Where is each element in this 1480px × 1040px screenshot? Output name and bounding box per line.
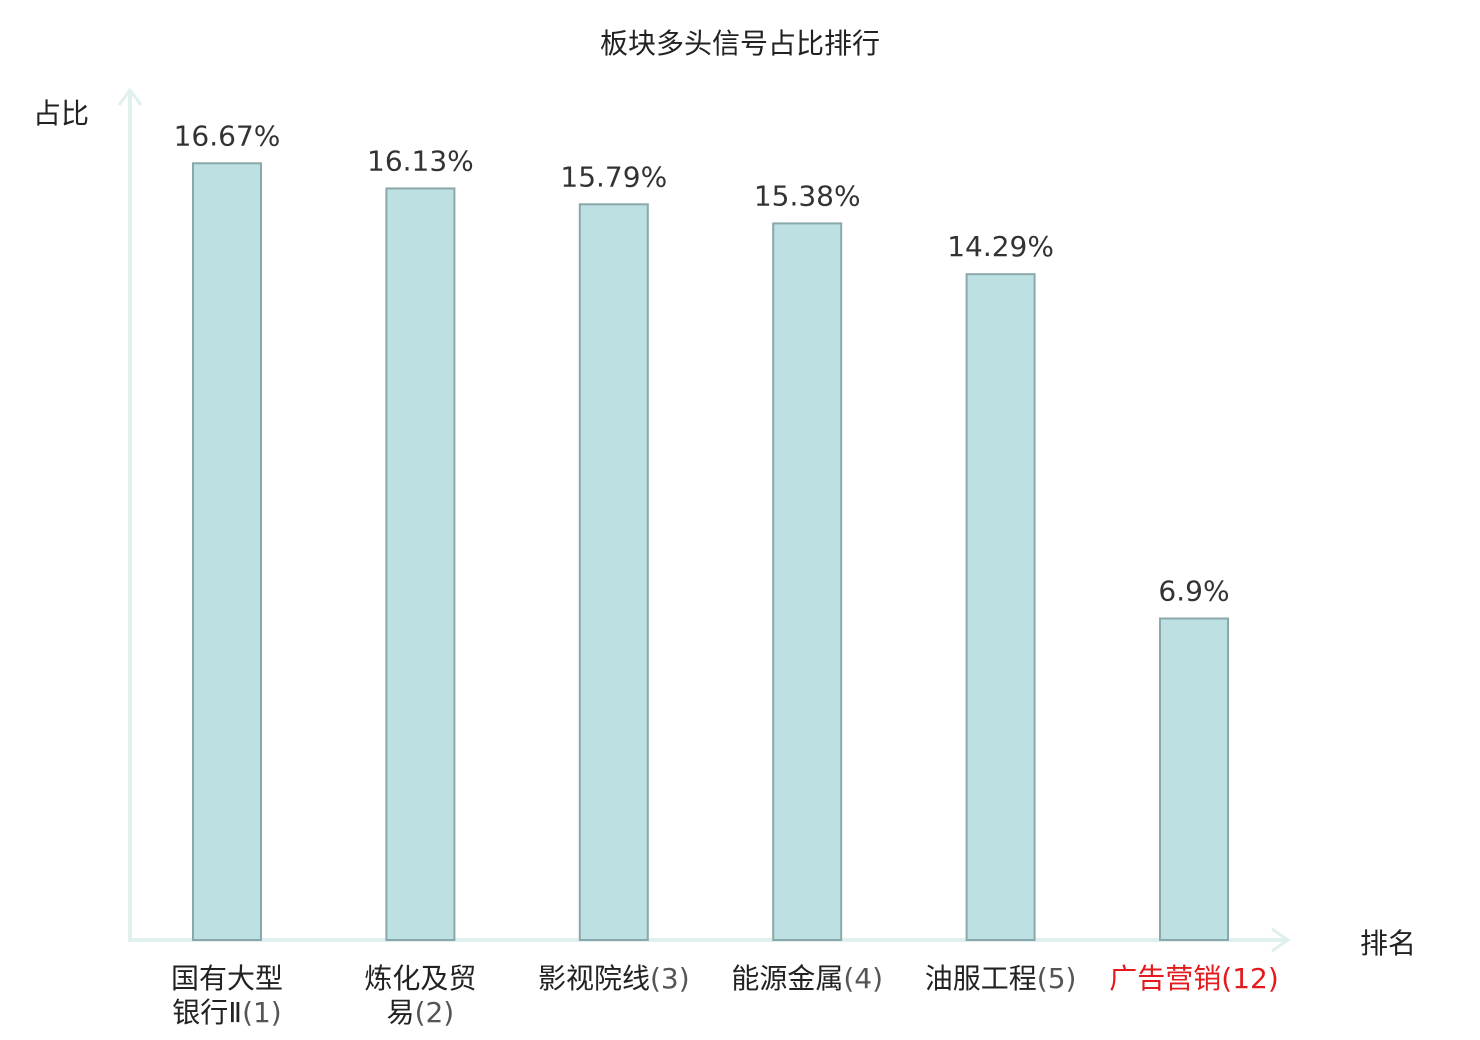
category-label-2: 炼化及贸 易(2) xyxy=(325,962,515,1030)
category-rank: (4) xyxy=(843,962,884,995)
axes xyxy=(117,87,1291,953)
category-rank: (1) xyxy=(242,996,282,1029)
y-axis-label: 占比 xyxy=(33,97,90,130)
category-name: 国有大型 xyxy=(170,962,283,995)
value-labels-group: 16.67% 16.13% 15.79% 15.38% 14.29% 6.9% xyxy=(174,119,1230,607)
value-label-4: 15.38% xyxy=(754,179,861,212)
value-label-2: 16.13% xyxy=(367,144,474,177)
category-name: 广告营销 xyxy=(1109,962,1222,995)
bar-1 xyxy=(192,162,262,942)
category-name: 易 xyxy=(386,996,415,1029)
bars-group xyxy=(192,162,1229,942)
value-label-6: 6.9% xyxy=(1158,575,1229,608)
value-label-1: 16.67% xyxy=(174,119,281,152)
category-label-3: 影视院线(3) xyxy=(519,962,709,996)
bar-5 xyxy=(965,273,1036,941)
category-rank: (5) xyxy=(1036,962,1077,995)
category-rank: (3) xyxy=(649,962,690,995)
bar-2 xyxy=(385,187,456,941)
y-axis-arrow xyxy=(117,87,143,106)
bar-4 xyxy=(772,222,843,941)
category-name: 油服工程 xyxy=(924,962,1037,995)
category-label-1: 国有大型 银行Ⅱ(1) xyxy=(132,962,322,1030)
value-label-5: 14.29% xyxy=(947,230,1054,263)
bar-3 xyxy=(578,203,649,942)
chart-title: 板块多头信号占比排行 xyxy=(599,27,880,60)
category-name: 影视院线 xyxy=(537,962,650,995)
x-axis-arrow xyxy=(1271,927,1291,953)
category-rank: (2) xyxy=(414,996,455,1029)
x-axis-label: 排名 xyxy=(1360,927,1417,960)
category-rank: (12) xyxy=(1221,962,1279,995)
category-label-5: 油服工程(5) xyxy=(906,962,1096,996)
category-label-4: 能源金属(4) xyxy=(712,962,902,996)
category-name: 炼化及贸 xyxy=(364,962,477,995)
bar-6 xyxy=(1159,617,1229,941)
value-label-3: 15.79% xyxy=(560,160,667,193)
category-name: 银行Ⅱ xyxy=(172,996,243,1029)
category-name: 能源金属 xyxy=(731,962,844,995)
category-label-6: 广告营销(12) xyxy=(1099,962,1289,996)
